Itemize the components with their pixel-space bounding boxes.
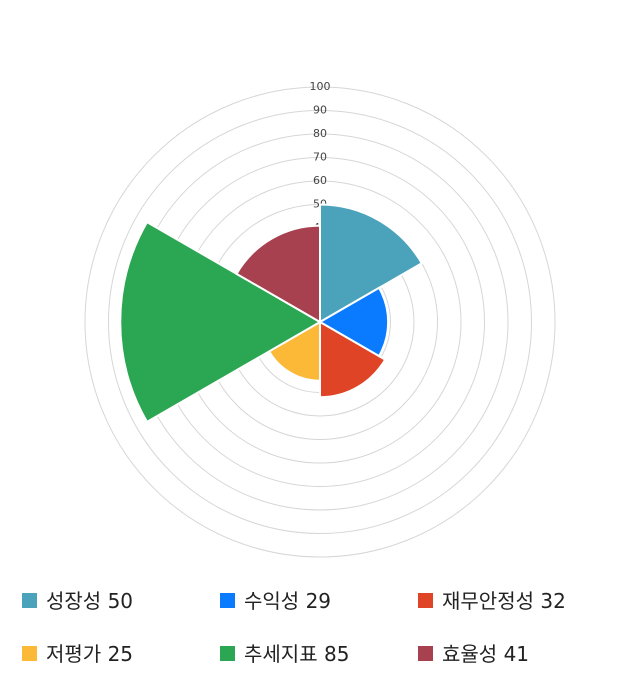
legend-label: 효율성 41 xyxy=(442,642,529,666)
legend-value: 29 xyxy=(306,589,331,613)
legend-swatch xyxy=(22,646,37,661)
grid-ring xyxy=(108,110,532,534)
legend-value: 32 xyxy=(540,589,565,613)
r-tick-label: 60 xyxy=(313,174,327,187)
legend-value: 25 xyxy=(108,642,133,666)
legend-label: 성장성 50 xyxy=(46,589,133,613)
legend-label: 재무안정성 32 xyxy=(442,589,566,613)
legend-swatch xyxy=(220,593,235,608)
legend-name: 성장성 xyxy=(46,589,101,613)
sector xyxy=(317,286,390,358)
legend-swatch xyxy=(22,593,37,608)
sector xyxy=(319,320,387,399)
legend-name: 수익성 xyxy=(244,589,299,613)
legend-label: 수익성 29 xyxy=(244,589,331,613)
r-tick-label: 90 xyxy=(313,104,327,117)
legend-swatch xyxy=(220,646,235,661)
legend-value: 50 xyxy=(108,589,133,613)
sector xyxy=(119,220,323,424)
legend-name: 추세지표 xyxy=(244,642,318,666)
legend-swatch xyxy=(418,593,433,608)
legend-value: 41 xyxy=(504,642,529,666)
legend-swatch xyxy=(418,646,433,661)
sector xyxy=(267,320,321,382)
legend-label: 추세지표 85 xyxy=(244,642,349,666)
legend-name: 재무안정성 xyxy=(442,589,534,613)
sector xyxy=(235,224,321,324)
r-tick-label: 80 xyxy=(313,127,327,140)
sector xyxy=(319,203,424,324)
r-tick-label: 100 xyxy=(310,80,331,93)
legend-name: 효율성 xyxy=(442,642,497,666)
legend-value: 85 xyxy=(324,642,349,666)
grid-ring xyxy=(84,86,556,558)
legend-name: 저평가 xyxy=(46,642,101,666)
legend-label: 저평가 25 xyxy=(46,642,133,666)
r-tick-label: 70 xyxy=(313,151,327,164)
